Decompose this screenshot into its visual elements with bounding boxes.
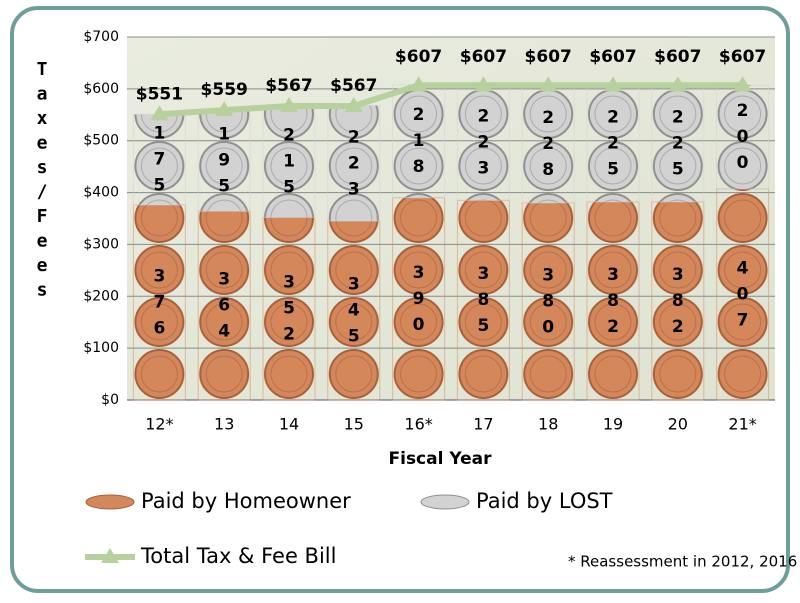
bar-segment — [456, 199, 510, 401]
bar-segment — [262, 105, 316, 218]
bar-segment — [651, 84, 705, 203]
bar-segment — [197, 210, 251, 401]
x-axis-title: Fiscal Year — [389, 449, 493, 469]
bar-segment — [262, 216, 316, 401]
x-tick-label: 18 — [538, 415, 558, 434]
marker — [150, 105, 169, 121]
bar-segment — [392, 84, 446, 199]
x-tick-label: 17 — [473, 415, 493, 434]
bar-segment — [716, 188, 770, 401]
legend-swatch — [85, 494, 135, 510]
line-value-label: $607 — [654, 47, 701, 67]
bar-segment — [651, 201, 705, 401]
bar-segment — [327, 220, 381, 401]
line-value-label: $607 — [460, 47, 507, 67]
y-tick-label: $100 — [83, 340, 119, 356]
marker — [668, 76, 687, 92]
marker — [474, 76, 493, 92]
x-tick-label: 16* — [404, 415, 432, 434]
x-tick-label: 21* — [728, 415, 756, 434]
bar-segment — [521, 84, 575, 204]
x-tick-label: 20 — [668, 415, 688, 434]
bar-segment — [327, 104, 381, 222]
line-value-label: $607 — [589, 47, 636, 67]
legend-item: Paid by LOST — [420, 489, 613, 513]
marker — [539, 76, 558, 92]
x-tick-label: 19 — [603, 415, 623, 434]
legend-label: Total Tax & Fee Bill — [140, 544, 336, 568]
bar-segment — [132, 113, 186, 206]
legend-swatch — [420, 494, 470, 510]
marker — [215, 101, 234, 117]
line-value-label: $607 — [525, 47, 572, 67]
bar-segment — [521, 202, 575, 401]
bar-segment — [197, 109, 251, 212]
marker — [604, 76, 622, 92]
bar-segment — [456, 84, 510, 201]
y-tick-label: $600 — [83, 81, 119, 97]
marker — [733, 76, 752, 92]
x-tick-label: 14 — [279, 415, 299, 434]
legend-label: Paid by Homeowner — [141, 489, 351, 513]
marker — [344, 96, 363, 112]
legend-label: Paid by LOST — [476, 489, 613, 513]
footnote: * Reassessment in 2012, 2016 and 2021 — [568, 553, 800, 571]
line-value-label: $567 — [330, 76, 377, 96]
line-value-label: $567 — [265, 76, 312, 96]
y-tick-label: $200 — [83, 288, 119, 304]
y-tick-label: $500 — [83, 133, 119, 149]
y-tick-label: $700 — [83, 29, 119, 45]
y-tick-label: $0 — [101, 392, 119, 408]
marker — [409, 76, 428, 92]
y-tick-label: $300 — [83, 236, 119, 252]
legend-marker — [101, 548, 119, 563]
x-tick-label: 13 — [214, 415, 234, 434]
line-value-label: $607 — [395, 47, 442, 67]
bar-segment — [586, 201, 640, 401]
bar-segment — [132, 204, 186, 401]
x-tick-label: 12* — [145, 415, 173, 434]
bar-segment — [392, 197, 446, 401]
marker — [280, 96, 298, 112]
bar-segment — [586, 84, 640, 203]
x-tick-label: 15 — [344, 415, 364, 434]
line-value-label: $607 — [719, 47, 766, 67]
legend-item: Total Tax & Fee Bill — [85, 544, 336, 568]
line — [159, 82, 743, 118]
legend-item: Paid by Homeowner — [85, 489, 351, 513]
y-tick-label: $400 — [83, 185, 119, 201]
line-value-label: $559 — [201, 80, 248, 100]
line-value-label: $551 — [136, 84, 183, 104]
